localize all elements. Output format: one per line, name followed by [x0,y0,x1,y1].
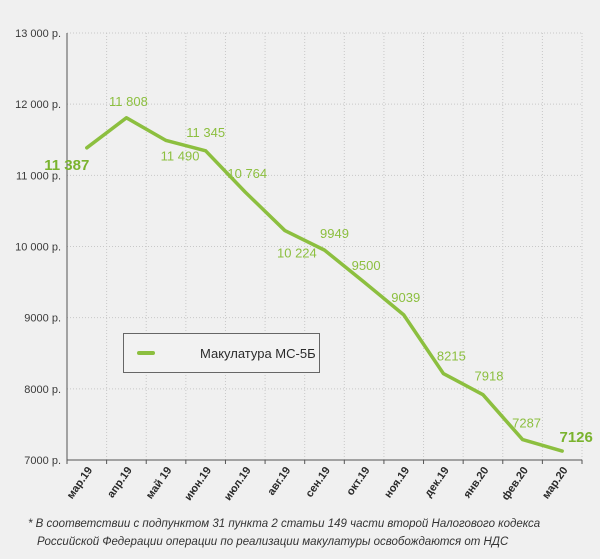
footnote-line-1: * В соответствии с подпунктом 31 пункта … [28,518,541,530]
x-tick-label: июн.19 [182,465,214,503]
footnote: * В соответствии с подпунктом 31 пункта … [28,515,588,551]
data-label: 7126 [560,429,593,446]
data-labels: 11 387 11 808 11 490 11 345 10 764 10 2249949… [44,94,593,446]
data-label: 10 764 [227,166,267,181]
x-tick-label: фев.20 [500,465,531,503]
data-label: 11 387 [44,157,89,174]
data-label: 9039 [391,290,420,305]
y-tick-label: 7000 р. [24,455,61,467]
y-tick-label: 11 000 р. [16,170,61,182]
data-label: 10 224 [277,246,317,261]
x-tick-label: май 19 [144,465,175,502]
y-tick-label: 10 000 р. [15,242,61,254]
legend: Макулатура МС-5Б [123,333,320,373]
x-tick-label: дек.19 [423,465,452,500]
data-label: 9500 [352,258,381,273]
data-label: 7287 [512,416,541,431]
y-tick-label: 12 000 р. [15,99,61,111]
x-tick-label: ноя.19 [382,465,412,501]
x-tick-label: апр.19 [105,465,135,500]
x-tick-label: июл.19 [222,465,254,503]
x-tick-labels: мар.19 апр.19 май 19 июн.19 июл.19 авг.19 сен.… [65,465,571,503]
x-tick-label: янв.20 [461,465,491,501]
footnote-line-2: Российской Федерации операции по реализа… [37,536,509,548]
x-tick-label: мар.19 [65,465,96,501]
axes [66,33,583,464]
x-tick-label: сен.19 [304,465,333,500]
data-label: 11 490 [161,148,200,163]
data-label: 11 345 [186,125,225,140]
y-tick-label: 8000 р. [24,384,61,396]
x-tick-label: авг.19 [265,465,293,498]
x-tick-label: мар.20 [540,465,571,501]
y-tick-label: 13 000 р. [15,28,61,40]
x-tick-label: окт.19 [344,465,372,498]
legend-label: Макулатура МС-5Б [200,345,316,361]
y-tick-labels: 7000 р. 8000 р. 9000 р. 10 000 р. 11 000 р. 1… [15,28,61,467]
data-label: 9949 [320,226,349,241]
series-line [85,116,564,453]
data-label: 7918 [475,369,504,384]
series-lines [85,116,564,453]
legend-swatch [137,351,155,355]
data-label: 11 808 [109,94,148,109]
grid-lines [67,32,583,460]
y-tick-label: 9000 р. [24,313,61,325]
data-label: 8215 [437,349,466,364]
